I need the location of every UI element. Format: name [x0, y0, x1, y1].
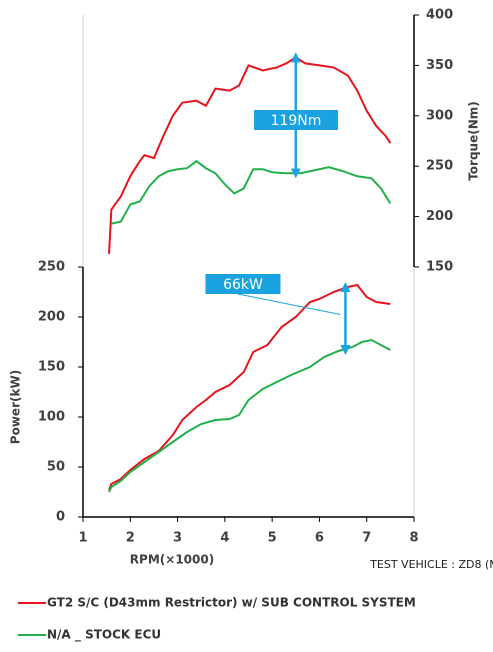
x-tick-label: 1: [78, 531, 87, 546]
series-line: [111, 159, 392, 225]
series-line: [108, 56, 392, 254]
y-tick-label: 200: [426, 209, 453, 224]
legend-label: GT2 S/C (D43mm Restrictor) w/ SUB CONTRO…: [47, 596, 416, 610]
y-axis-label: Torque(Nm): [467, 101, 481, 181]
legend-label: N/A _ STOCK ECU: [47, 628, 161, 643]
y-tick-label: 400: [426, 8, 453, 23]
x-tick-label: 5: [268, 531, 277, 546]
note: TEST VEHICLE : ZD8 (MT): [369, 558, 493, 571]
series-line: [108, 283, 391, 491]
x-tick-label: 7: [362, 531, 371, 546]
y-tick-label: 100: [38, 410, 65, 425]
y-tick-label: 0: [56, 510, 65, 525]
x-tick-label: 4: [220, 531, 229, 546]
y-tick-label: 150: [426, 260, 453, 275]
y-tick-label: 200: [38, 310, 65, 325]
y-tick-label: 250: [426, 159, 453, 174]
series-line: [108, 338, 391, 493]
annotation-text: 66kW: [223, 277, 263, 293]
y-tick-label: 300: [426, 108, 453, 123]
y-tick-label: 350: [426, 58, 453, 73]
x-tick-label: 3: [173, 531, 182, 546]
leader-line: [237, 293, 341, 315]
y-axis-label: Power(kW): [9, 370, 23, 444]
x-tick-label: 8: [409, 531, 418, 546]
x-axis-label: RPM(×1000): [130, 553, 214, 567]
y-tick-label: 50: [47, 460, 65, 475]
annotation-box: [254, 110, 338, 130]
annotation-box: [205, 274, 281, 294]
x-tick-label: 2: [126, 531, 135, 546]
y-tick-label: 150: [38, 360, 65, 375]
x-tick-label: 6: [315, 531, 324, 546]
y-tick-label: 250: [38, 260, 65, 275]
annotation-text: 119Nm: [271, 113, 322, 129]
